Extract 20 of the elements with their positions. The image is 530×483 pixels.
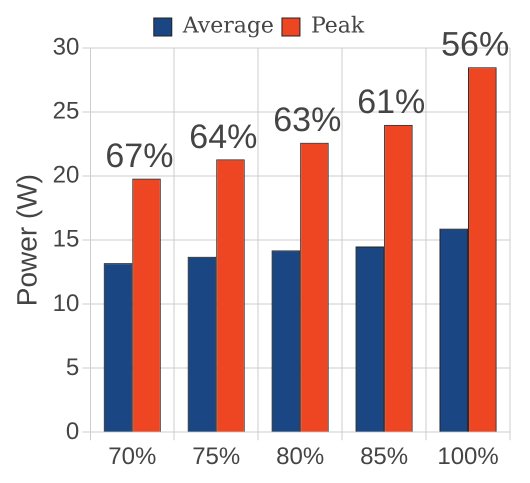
y-tick-label: 25 bbox=[52, 98, 80, 125]
y-tick-label: 10 bbox=[52, 290, 80, 317]
y-tick-label: 20 bbox=[52, 162, 80, 189]
y-tick-label: 0 bbox=[66, 418, 80, 445]
x-tick-label: 100% bbox=[437, 443, 499, 470]
x-tick-label: 75% bbox=[192, 443, 240, 470]
x-tick-label: 80% bbox=[276, 443, 324, 470]
annotation: 64% bbox=[189, 118, 258, 156]
y-tick-label: 5 bbox=[66, 354, 80, 381]
annotation: 56% bbox=[441, 26, 510, 64]
annotation: 63% bbox=[273, 101, 342, 140]
x-tick-label: 70% bbox=[108, 443, 156, 470]
y-tick-label: 30 bbox=[52, 34, 80, 61]
x-tick-label: 85% bbox=[360, 443, 408, 470]
legend-label: Peak bbox=[310, 14, 365, 39]
legend-label: Average bbox=[182, 14, 274, 39]
y-axis-title: Power (W) bbox=[12, 174, 43, 306]
y-tick-label: 15 bbox=[52, 226, 80, 253]
annotation: 67% bbox=[105, 137, 174, 176]
annotation: 61% bbox=[357, 83, 426, 122]
